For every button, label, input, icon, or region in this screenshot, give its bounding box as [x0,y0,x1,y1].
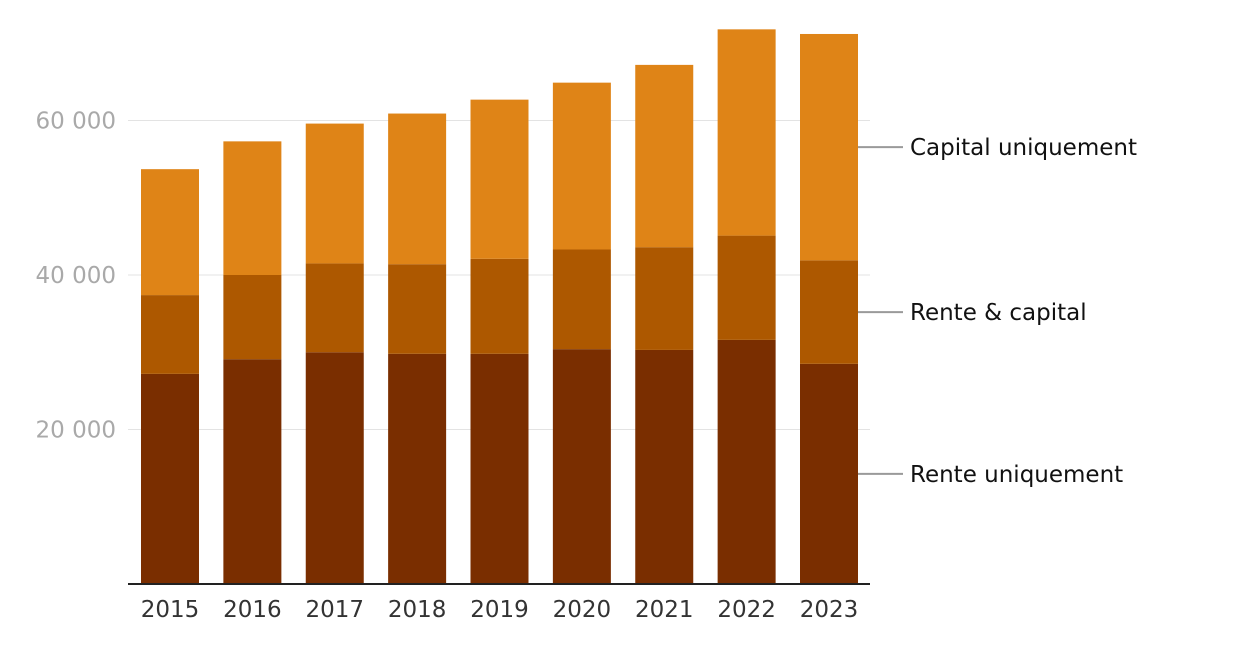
x-tick-label: 2015 [141,597,200,623]
x-tick-label: 2023 [800,597,859,623]
y-tick-label: 40 000 [36,263,116,289]
bar-2015-series-0 [141,373,199,584]
bar-2020-series-0 [552,349,611,584]
x-tick-label: 2021 [635,597,694,623]
bars [141,29,858,584]
bar-2021-series-1 [635,247,694,350]
bar-2019-series-2 [470,99,529,259]
legend-label: Capital uniquement [910,135,1137,161]
bar-2018-series-2 [388,113,447,265]
bar-2017-series-1 [305,263,364,353]
bar-2019-series-0 [470,353,529,584]
bar-2022-series-1 [717,235,776,340]
bar-2015-series-2 [141,169,199,296]
x-tick-label: 2017 [305,597,364,623]
bar-2020-series-1 [552,249,611,350]
bar-2021-series-2 [635,64,694,248]
bar-2018-series-1 [388,264,447,354]
bar-2023-series-0 [800,363,858,584]
bar-2020-series-2 [552,82,611,250]
legend: Rente uniquement Rente & capital Capital u… [858,135,1137,488]
x-tick-label: 2022 [717,597,776,623]
bar-2021-series-0 [635,349,694,584]
x-tick-label: 2019 [470,597,529,623]
bar-2023-series-1 [800,260,858,364]
bar-2015-series-1 [141,295,199,374]
x-tick-label: 2018 [388,597,447,623]
bar-2017-series-2 [305,123,364,264]
bar-2016-series-0 [223,359,282,584]
x-tick-label: 2020 [553,597,612,623]
bar-2016-series-1 [223,275,282,360]
y-tick-label: 20 000 [36,418,116,444]
legend-label: Rente uniquement [910,462,1123,488]
legend-label: Rente & capital [910,300,1087,326]
x-tick-label: 2016 [223,597,282,623]
x-axis-ticks: 2015 2016 2017 2018 2019 2020 2021 2022 2023 [141,597,859,623]
bar-2022-series-2 [717,29,776,236]
bar-2016-series-2 [223,141,282,275]
bar-2017-series-0 [305,352,364,584]
bar-2018-series-0 [388,353,447,584]
y-tick-label: 60 000 [36,109,116,135]
y-axis-ticks: 20 000 40 000 60 000 [36,109,116,444]
bar-2023-series-2 [800,33,858,261]
bar-2019-series-1 [470,258,529,354]
bar-2022-series-0 [717,339,776,584]
